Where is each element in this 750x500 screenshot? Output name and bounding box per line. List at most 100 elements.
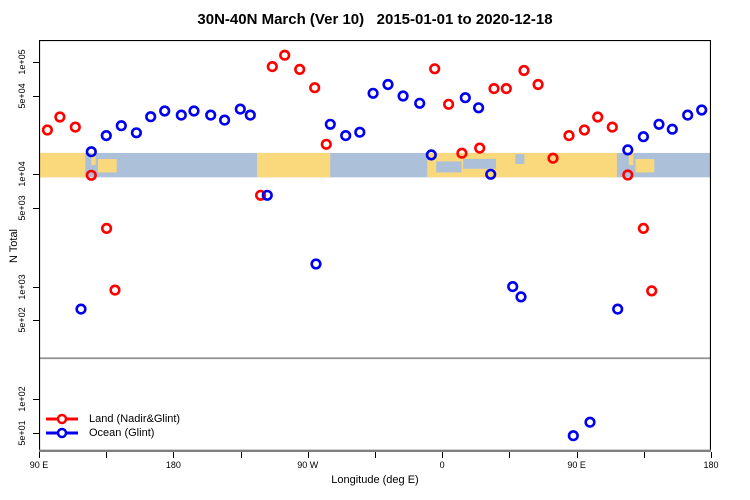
x-minor-tick [240,452,242,458]
scatter-point-land [100,222,113,234]
x-tick-label: 180 [165,460,181,470]
map-band-ocean-patch [515,154,525,164]
scatter-point-land [294,63,306,75]
scatter-point-ocean [130,127,142,139]
chart-title: 30N-40N March (Ver 10) 2015-01-01 to 202… [197,11,553,28]
scatter-point-ocean [696,104,708,116]
scatter-point-ocean [485,168,497,180]
x-tick [307,452,309,458]
y-tick [33,398,39,400]
plot-frame [39,40,711,452]
y-tick [33,174,39,176]
scatter-point-ocean [340,129,352,142]
scatter-point-ocean [666,123,678,135]
scatter-point-land [563,129,575,142]
scatter-point-land [578,124,591,136]
map-band-land [257,152,331,178]
scatter-point-ocean [75,303,87,315]
x-tick-label: 90 W [297,460,319,470]
scatter-point-ocean [261,189,273,201]
y-tick-label: 5e+01 [17,420,27,446]
legend-land-marker-icon [46,413,78,425]
x-minor-tick [106,452,108,458]
x-tick [711,452,712,458]
map-band-ocean-patch [436,161,462,173]
scatter-point-ocean [473,102,485,114]
x-tick-label: 90 E [29,460,49,470]
map-band-land-patch [635,159,655,173]
scatter-point-land [266,60,278,73]
scatter-point-ocean [234,103,246,115]
scatter-point-land [474,142,486,154]
legend-item-land: Land (Nadir&Glint) [44,412,180,426]
scatter-point-ocean [507,281,519,293]
scatter-point-land [547,152,559,164]
legend-label-ocean: Ocean (Glint) [89,427,155,439]
x-tick [576,452,578,458]
scatter-point-ocean [567,430,579,442]
scatter-point-land [443,98,455,110]
y-tick-label: 5e+04 [17,83,27,109]
map-band-land [39,152,86,178]
scatter-plot [39,40,711,452]
scatter-point-ocean [100,129,112,142]
scatter-point-ocean [367,87,379,99]
x-tick-label: 90 E [567,460,586,470]
scatter-point-ocean [145,111,157,123]
scatter-point-ocean [682,109,694,121]
scatter-point-ocean [584,416,596,428]
scatter-point-land [54,111,66,123]
y-tick [33,208,39,210]
legend-label-land: Land (Nadir&Glint) [89,413,181,425]
scatter-point-land [456,147,468,159]
y-tick [33,286,39,288]
y-tick [33,95,39,97]
scatter-point-ocean [219,114,231,126]
y-tick-label: 5e+02 [17,307,27,334]
x-minor-tick [643,452,645,458]
x-tick-label: 180 [703,460,719,470]
scatter-point-ocean [324,118,336,130]
scatter-point-ocean [653,118,665,130]
scatter-point-land [488,82,500,95]
scatter-point-ocean [397,90,409,102]
scatter-point-ocean [159,105,171,117]
scatter-point-ocean [637,131,650,143]
scatter-point-land [606,121,618,133]
x-tick [39,452,40,458]
scatter-point-ocean [244,109,256,121]
scatter-point-land [85,169,97,181]
legend-item-ocean: Ocean (Glint) [44,426,180,440]
scatter-point-ocean [85,146,97,158]
scatter-point-ocean [310,258,322,270]
scatter-point-ocean [205,109,217,121]
map-band-land-patch [91,152,96,166]
y-tick [33,62,39,63]
scatter-point-land [309,82,321,94]
map-band-land-patch [97,159,117,173]
scatter-point-land [592,111,604,123]
scatter-point-ocean [622,144,634,156]
legend-ocean-marker-icon [46,427,78,439]
scatter-point-land [255,189,267,201]
x-tick [442,452,444,458]
x-axis-title: Longitude (deg E) [331,474,419,486]
scatter-point-ocean [515,291,527,303]
scatter-point-ocean [612,303,624,315]
map-band-land-patch [628,152,634,166]
scatter-point-ocean [414,97,426,109]
scatter-point-ocean [175,109,187,121]
scatter-point-ocean [188,105,200,117]
scatter-point-land [500,82,512,95]
scatter-point-land [532,78,544,91]
scatter-point-ocean [425,149,437,161]
y-tick-label: 5e+03 [17,195,27,221]
scatter-point-land [646,285,658,297]
y-tick [33,320,39,322]
scatter-point-land [320,138,332,150]
x-tick-label: 0 [439,460,445,470]
scatter-point-land [109,284,121,296]
scatter-point-ocean [354,126,366,138]
x-minor-tick [509,452,511,458]
